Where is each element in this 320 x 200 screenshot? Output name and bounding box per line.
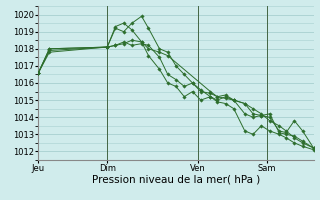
- X-axis label: Pression niveau de la mer( hPa ): Pression niveau de la mer( hPa ): [92, 175, 260, 185]
